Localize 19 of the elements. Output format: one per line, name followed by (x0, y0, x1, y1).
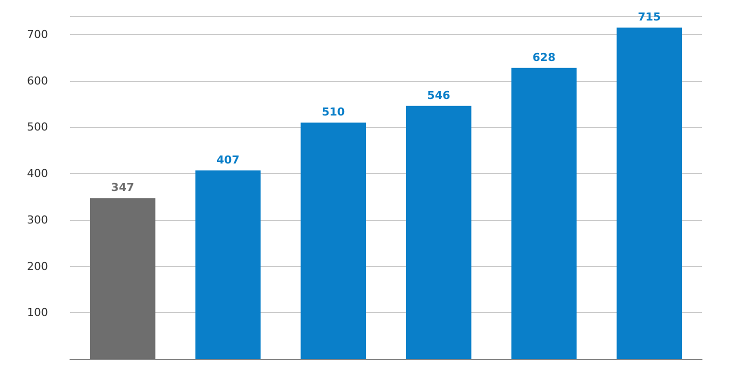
bar (195, 170, 261, 359)
data-label: 347 (111, 181, 134, 194)
bar (300, 122, 366, 359)
data-label: 510 (322, 106, 346, 119)
data-label: 546 (427, 88, 450, 102)
data-label: 715 (638, 10, 661, 24)
y-tick-label: 500 (27, 120, 48, 134)
y-tick-label: 100 (27, 306, 48, 320)
y-tick-label: 300 (27, 213, 48, 226)
data-label: 628 (532, 50, 556, 64)
bar (406, 106, 472, 359)
bar (511, 68, 577, 359)
y-tick-label: 400 (27, 167, 48, 180)
bar (616, 28, 682, 359)
y-tick-label: 200 (27, 260, 48, 273)
data-label: 407 (216, 153, 240, 166)
bar (90, 198, 156, 359)
y-tick-label: 700 (27, 28, 48, 42)
y-tick-label: 600 (27, 74, 48, 88)
